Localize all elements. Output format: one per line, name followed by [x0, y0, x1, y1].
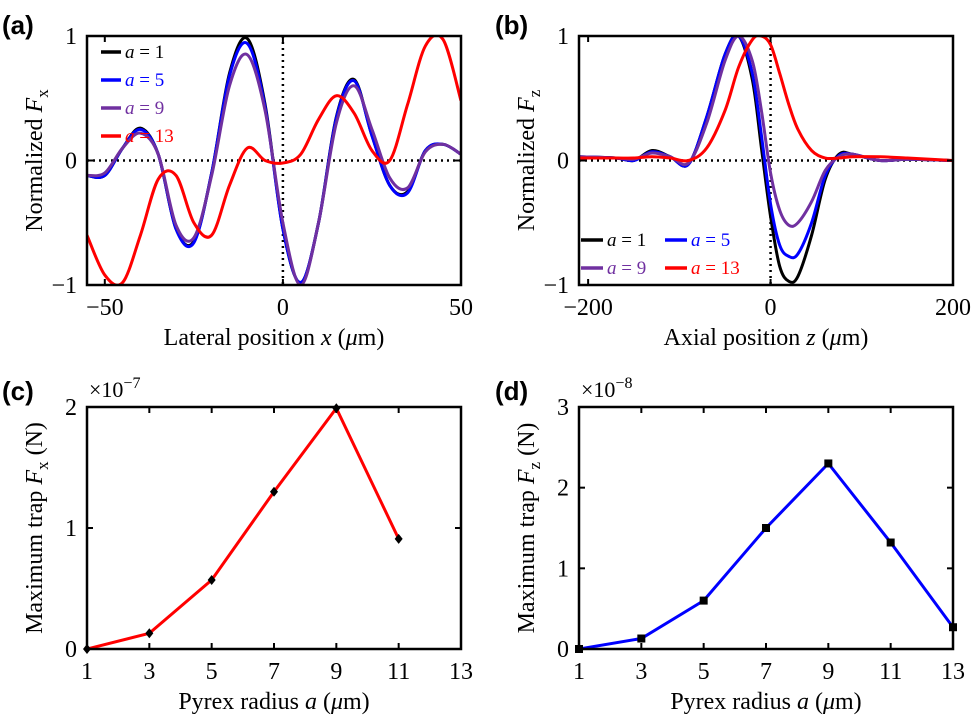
- x-tick-label: 5: [698, 659, 710, 685]
- panel-label: (d): [495, 376, 528, 406]
- x-tick-label: 0: [277, 295, 289, 321]
- series-line-4: [579, 36, 953, 163]
- data-point-6: [886, 538, 895, 547]
- y-tick-label: 1: [557, 556, 569, 582]
- x-axis-label: Axial position z (μm): [664, 325, 869, 351]
- axis-multiplier: ×10−7: [89, 375, 140, 402]
- axes-box: [85, 405, 463, 651]
- legend-item: a = 13: [691, 258, 740, 279]
- x-axis-label: Pyrex radius a (μm): [178, 689, 369, 715]
- data-point-2: [145, 628, 154, 639]
- y-tick-label: 0: [557, 149, 569, 175]
- series-line-3: [87, 52, 461, 285]
- x-tick-label: 50: [449, 295, 473, 321]
- y-tick-label: 0: [557, 637, 569, 663]
- series-line-1: [579, 461, 953, 649]
- y-tick-label: −1: [543, 273, 569, 299]
- y-tick-label: −1: [51, 273, 77, 299]
- panel-label: (b): [495, 10, 528, 40]
- series-line-4: [87, 36, 461, 285]
- legend-item: a = 9: [125, 98, 164, 119]
- x-tick-label: 11: [387, 659, 410, 685]
- y-axis-label: Normalized Fx: [22, 89, 52, 232]
- x-tick-label: 13: [941, 659, 965, 685]
- panel-label: (c): [2, 376, 34, 406]
- series-group: [579, 36, 953, 284]
- y-axis-label: Normalized Fz: [514, 89, 544, 231]
- axis-multiplier: ×10−8: [581, 375, 632, 402]
- x-tick-label: 0: [765, 295, 777, 321]
- y-tick-label: 0: [65, 149, 77, 175]
- x-tick-label: 3: [143, 659, 155, 685]
- y-tick-label: 1: [65, 516, 77, 542]
- y-tick-label: 3: [557, 395, 569, 421]
- y-axis-label: Maximum trap Fz (N): [514, 423, 544, 634]
- x-axis-label: Lateral position x (μm): [164, 325, 385, 351]
- legend-item: a = 1: [125, 42, 164, 63]
- x-tick-label: 7: [268, 659, 280, 685]
- x-tick-label: 13: [449, 659, 473, 685]
- x-tick-label: −50: [86, 295, 124, 321]
- x-tick-label: 7: [760, 659, 772, 685]
- x-tick-label: 1: [81, 659, 93, 685]
- data-point-4: [270, 486, 278, 497]
- y-tick-label: 2: [557, 476, 569, 502]
- x-tick-label: 9: [822, 659, 834, 685]
- x-tick-label: −200: [563, 295, 613, 321]
- y-tick-label: 1: [557, 24, 569, 50]
- legend-item: a = 5: [125, 70, 164, 91]
- x-axis-label: Pyrex radius a (μm): [670, 689, 861, 715]
- panel-b: (b) −200 0 200 −1 0 1 Axial position z (μm) Norm…: [495, 10, 971, 351]
- legend-item: a = 5: [691, 230, 730, 251]
- y-tick-label: 0: [65, 637, 77, 663]
- panel-label: (a): [2, 10, 34, 40]
- x-tick-label: 9: [330, 659, 342, 685]
- panel-a: (a) −50 0 50 −1 0 1 Lateral position x (μm) Norm…: [2, 10, 473, 351]
- x-tick-label: 5: [206, 659, 218, 685]
- series-group: [579, 461, 953, 649]
- legend-item: a = 13: [125, 126, 174, 147]
- data-point-6: [394, 533, 403, 544]
- x-tick-label: 1: [573, 659, 585, 685]
- data-point-4: [762, 524, 770, 532]
- y-tick-label: 1: [65, 24, 77, 50]
- x-tick-label: 3: [635, 659, 647, 685]
- legend-item: a = 1: [607, 230, 646, 251]
- data-point-2: [637, 634, 646, 643]
- data-point-3: [699, 596, 708, 605]
- data-point-5: [824, 459, 833, 468]
- y-tick-label: 2: [65, 395, 77, 421]
- x-tick-label: 200: [935, 295, 971, 321]
- x-tick-label: 11: [879, 659, 902, 685]
- series-line-3: [579, 36, 953, 228]
- data-point-3: [207, 575, 216, 586]
- series-group: [87, 407, 401, 649]
- legend-item: a = 9: [607, 258, 646, 279]
- y-axis-label: Maximum trap Fx (N): [22, 422, 52, 634]
- series-group: [87, 36, 461, 285]
- series-line-1: [87, 407, 401, 649]
